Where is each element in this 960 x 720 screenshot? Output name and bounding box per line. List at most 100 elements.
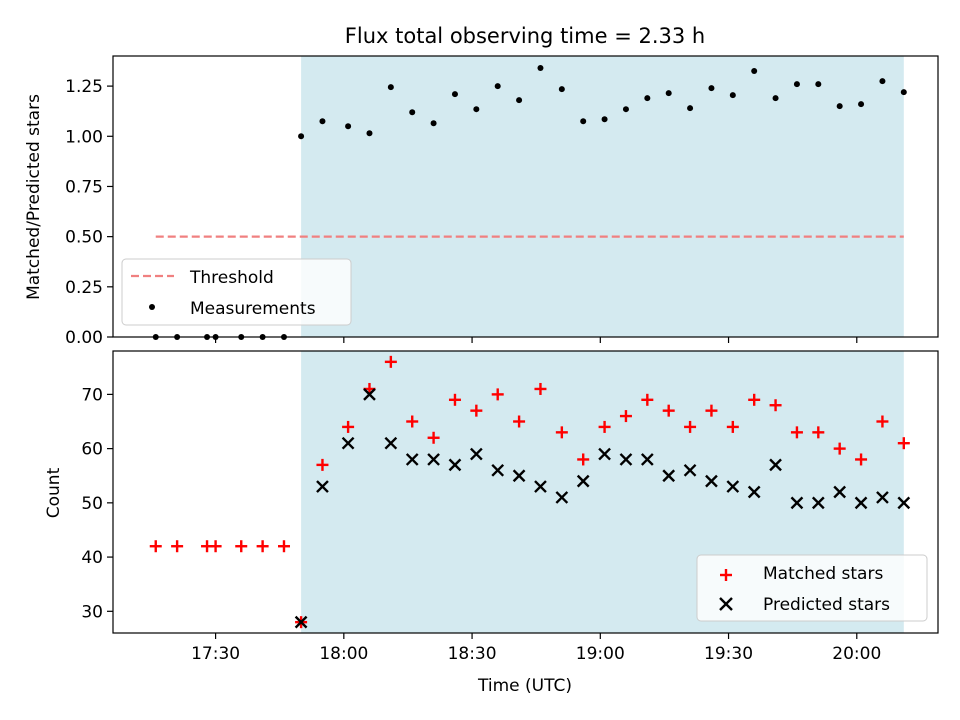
top-legend-box — [121, 258, 352, 326]
top-y-tick-label-1: 0.25 — [65, 278, 103, 298]
bottom-y-tick-label-3: 60 — [81, 440, 103, 460]
matched-point-11 — [384, 355, 397, 368]
matched-point-32 — [833, 442, 846, 455]
predicted-point-10 — [512, 469, 526, 483]
top-x-ticks — [214, 337, 858, 343]
predicted-point-5 — [405, 453, 419, 466]
measurement-point-26 — [708, 85, 715, 92]
predicted-point-2 — [341, 436, 355, 450]
predicted-point-18 — [683, 463, 697, 477]
top-marks — [152, 65, 907, 340]
predicted-point-19 — [705, 474, 718, 488]
matched-point-5 — [256, 540, 269, 553]
matched-point-1 — [171, 540, 184, 553]
legend-predicted-swatch — [719, 597, 733, 611]
bottom-legend: Matched stars Predicted stars — [696, 554, 928, 622]
predicted-point-6 — [427, 453, 440, 466]
measurement-point-19 — [558, 86, 565, 93]
legend-predicted-label: Predicted stars — [763, 595, 890, 615]
predicted-point-9 — [491, 463, 505, 477]
predicted-point-3 — [363, 388, 376, 401]
matched-point-16 — [491, 388, 504, 401]
measurement-point-21 — [601, 116, 608, 123]
measurement-point-12 — [409, 109, 416, 116]
matched-point-20 — [577, 453, 590, 466]
measurement-point-32 — [836, 103, 843, 110]
matched-point-4 — [235, 540, 248, 553]
measurement-point-22 — [622, 106, 629, 113]
measurement-point-13 — [430, 120, 437, 127]
matched-point-8 — [316, 458, 329, 471]
matched-point-9 — [342, 420, 355, 433]
predicted-point-11 — [534, 480, 547, 493]
bottom-panel: 30 40 50 60 70 17:30 18:00 18:30 19:00 19:30 20:0… — [44, 350, 939, 696]
top-y-tick-label-4: 1.00 — [65, 127, 103, 147]
top-legend: Threshold Measurements — [121, 258, 352, 326]
measurement-point-16 — [494, 83, 501, 90]
matched-point-17 — [513, 415, 526, 428]
matched-point-23 — [641, 393, 654, 406]
matched-point-22 — [619, 410, 632, 423]
matched-point-31 — [812, 426, 825, 439]
predicted-point-1 — [316, 480, 329, 493]
predicted-point-23 — [790, 496, 804, 510]
measurement-point-20 — [580, 118, 587, 125]
predicted-point-12 — [555, 491, 569, 504]
measurement-point-14 — [451, 91, 458, 98]
top-y-tick-label-3: 0.75 — [65, 177, 103, 197]
matched-point-29 — [769, 399, 782, 412]
bottom-y-tick-label-0: 30 — [81, 602, 103, 622]
predicted-point-4 — [384, 436, 398, 450]
legend-measurements-label: Measurements — [190, 299, 316, 319]
measurement-point-18 — [537, 65, 544, 72]
matched-point-19 — [555, 426, 568, 439]
legend-threshold-label: Threshold — [189, 268, 274, 288]
matched-point-34 — [876, 415, 889, 428]
measurement-point-9 — [345, 123, 352, 130]
legend-matched-label: Matched stars — [763, 564, 883, 584]
top-y-ticks: 0.00 0.25 0.50 0.75 1.00 1.25 — [65, 77, 113, 348]
matched-point-25 — [684, 420, 697, 433]
bottom-axes-frame — [112, 350, 939, 634]
measurement-point-30 — [793, 81, 800, 88]
predicted-point-14 — [598, 447, 611, 461]
matched-point-12 — [406, 415, 419, 428]
bottom-x-tick-label-1: 18:00 — [319, 644, 368, 664]
bottom-x-ticks: 17:30 18:00 18:30 19:00 19:30 20:00 — [191, 633, 881, 664]
predicted-point-26 — [854, 496, 868, 510]
measurement-point-29 — [772, 95, 779, 102]
top-axes-frame — [112, 55, 939, 338]
predicted-point-15 — [619, 453, 633, 466]
bottom-x-tick-label-3: 19:00 — [576, 644, 625, 664]
measurement-point-35 — [900, 89, 907, 96]
bottom-y-ticks: 30 40 50 60 70 — [81, 385, 113, 622]
bottom-x-tick-label-2: 18:30 — [448, 644, 497, 664]
predicted-point-0 — [294, 615, 308, 629]
matched-point-0 — [149, 540, 162, 553]
predicted-point-21 — [747, 485, 761, 499]
measurement-point-17 — [516, 97, 523, 104]
bottom-legend-box — [696, 554, 928, 622]
bottom-x-tick-label-0: 17:30 — [191, 644, 240, 664]
chart-title: Flux total observing time = 2.33 h — [345, 24, 705, 48]
top-y-axis-label: Matched/Predicted stars — [24, 94, 44, 300]
matched-point-18 — [534, 382, 547, 395]
matched-point-28 — [748, 393, 761, 406]
measurement-point-33 — [858, 101, 865, 108]
measurement-point-27 — [729, 92, 736, 99]
predicted-point-16 — [640, 453, 654, 466]
measurement-point-8 — [319, 118, 326, 125]
top-shaded-region — [301, 56, 904, 337]
predicted-point-13 — [576, 474, 590, 488]
bottom-y-axis-label: Count — [44, 467, 64, 518]
measurement-point-34 — [879, 78, 886, 85]
measurement-point-7 — [298, 133, 305, 140]
top-y-tick-label-2: 0.50 — [65, 228, 103, 248]
predicted-point-27 — [876, 491, 889, 504]
matched-point-14 — [448, 393, 461, 406]
top-y-tick-label-5: 1.25 — [65, 77, 103, 97]
bottom-y-tick-label-4: 70 — [81, 385, 103, 405]
matched-point-6 — [277, 540, 290, 553]
predicted-point-7 — [448, 458, 462, 472]
